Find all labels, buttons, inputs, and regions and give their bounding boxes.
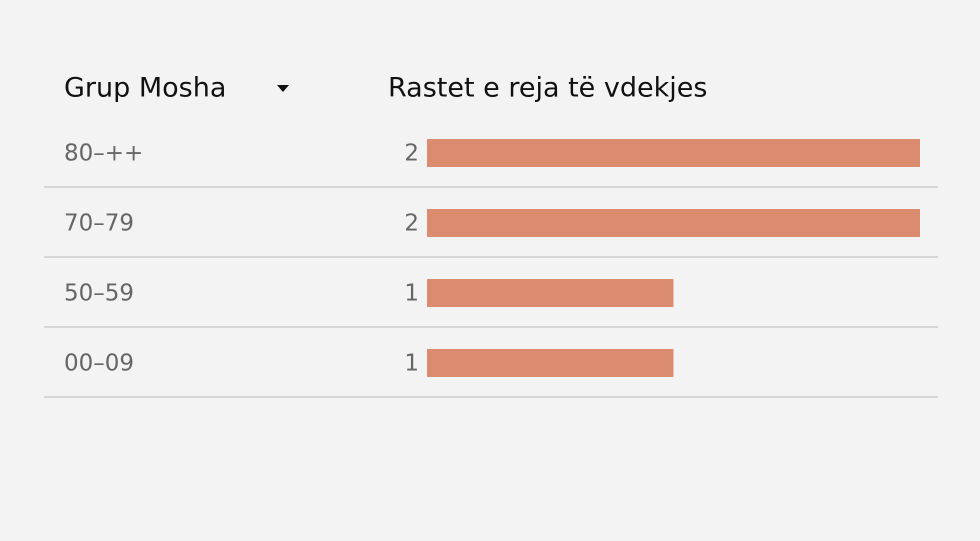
category-label: 70–79	[64, 211, 134, 237]
bar	[427, 209, 920, 237]
bar	[427, 279, 674, 307]
category-label: 00–09	[64, 351, 134, 377]
category-label: 80–++	[64, 141, 143, 167]
value-label: 1	[404, 281, 419, 307]
column-header[interactable]: Grup Mosha	[64, 73, 226, 104]
column-header: Rastet e reja të vdekjes	[388, 73, 707, 104]
category-label: 50–59	[64, 281, 134, 307]
sort-arrow[interactable]	[277, 85, 289, 92]
value-label: 1	[404, 351, 419, 377]
bar	[427, 349, 674, 377]
value-label: 2	[404, 211, 419, 237]
bar	[427, 139, 920, 167]
value-label: 2	[404, 141, 419, 167]
